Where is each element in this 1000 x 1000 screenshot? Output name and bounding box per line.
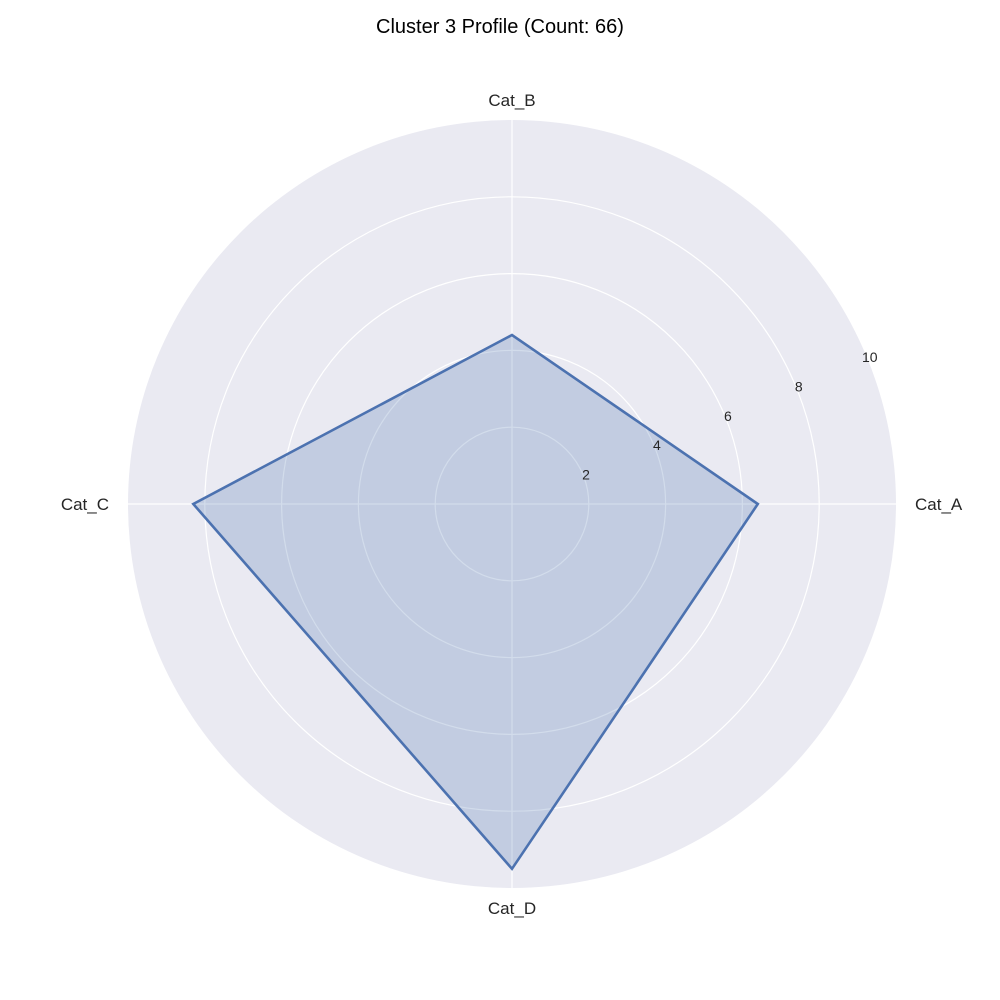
series-line: [191, 333, 760, 871]
axis-labels: Cat_A Cat_B Cat_C Cat_D: [61, 91, 963, 918]
tick-label-10: 10: [862, 349, 878, 365]
series-area: [193, 335, 758, 869]
tick-label-2: 2: [582, 467, 590, 483]
axis-label-cat-a: Cat_A: [915, 495, 963, 514]
chart-title: Cluster 3 Profile (Count: 66): [376, 16, 624, 38]
axis-label-cat-b: Cat_B: [488, 91, 535, 110]
series-layer: [191, 333, 760, 871]
tick-label-6: 6: [724, 408, 732, 424]
tick-label-4: 4: [653, 437, 661, 453]
tick-label-8: 8: [795, 378, 803, 394]
axis-label-cat-d: Cat_D: [488, 899, 536, 918]
axis-label-cat-c: Cat_C: [61, 495, 109, 514]
radial-tick-labels: 2 4 6 8 10: [582, 349, 878, 483]
